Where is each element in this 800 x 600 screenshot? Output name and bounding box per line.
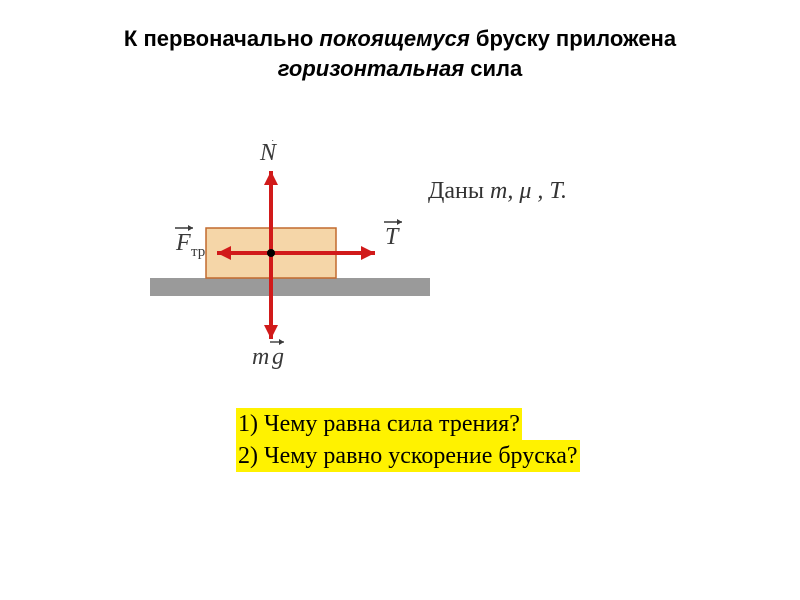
question-2: 2) Чему равно ускорение бруска? xyxy=(236,440,580,472)
svg-text:F: F xyxy=(175,230,191,256)
free-body-diagram: NTFтрmg xyxy=(150,140,430,360)
question-1: 1) Чему равна сила трения? xyxy=(236,408,522,440)
given-values: Даны m, μ , T. xyxy=(428,178,567,205)
svg-text:g: g xyxy=(272,344,284,370)
slide-title: К первоначально покоящемуся бруску прило… xyxy=(0,24,800,83)
questions-block: 1) Чему равна сила трения?2) Чему равно … xyxy=(236,408,580,472)
svg-text:m: m xyxy=(252,344,269,370)
svg-text:T: T xyxy=(385,224,400,250)
svg-text:тр: тр xyxy=(191,244,205,260)
svg-text:N: N xyxy=(259,140,278,166)
